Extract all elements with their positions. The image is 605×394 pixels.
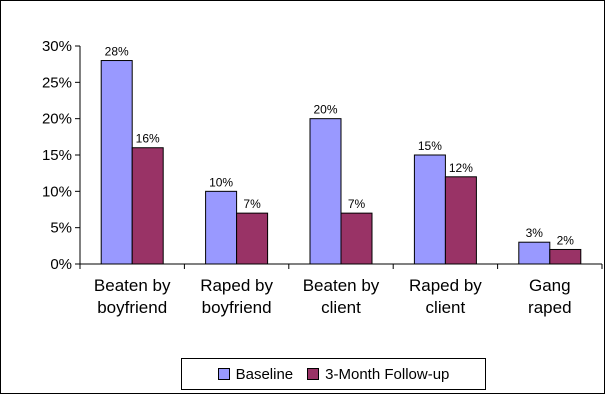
y-tick-label: 30% — [42, 38, 72, 55]
legend-item-follow-up: 3-Month Follow-up — [307, 366, 449, 383]
legend-swatch-follow-up — [307, 368, 320, 380]
x-category-label: Raped by boyfriend — [200, 276, 273, 317]
y-tick-label: 0% — [50, 256, 72, 273]
x-category-label-line: Beaten by — [94, 276, 171, 295]
data-label: 3% — [526, 226, 544, 240]
legend-label-baseline: Baseline — [235, 365, 294, 383]
data-label: 7% — [243, 197, 261, 211]
bar — [340, 212, 373, 265]
legend: Baseline 3-Month Follow-up — [181, 358, 486, 390]
x-category-label-line: Raped by — [200, 276, 273, 295]
data-label: 7% — [348, 197, 366, 211]
bar — [131, 147, 164, 265]
bar — [549, 248, 582, 265]
data-label: 2% — [557, 233, 575, 247]
x-category-label-line: boyfriend — [97, 298, 167, 317]
legend-swatch-baseline — [217, 368, 230, 380]
bar — [205, 190, 238, 265]
bar — [100, 60, 133, 265]
data-label: 20% — [313, 103, 337, 117]
data-label: 10% — [209, 175, 233, 189]
y-tick-label: 20% — [42, 111, 72, 128]
data-label: 12% — [449, 161, 473, 175]
legend-label-follow-up: 3-Month Follow-up — [325, 365, 450, 383]
x-category-label: Raped by client — [409, 276, 482, 317]
x-category-label-line: Raped by — [409, 276, 482, 295]
data-label: 16% — [136, 132, 160, 146]
x-category-label: Beaten by boyfriend — [94, 276, 171, 317]
y-tick-label: 5% — [50, 220, 72, 237]
bar — [518, 241, 551, 265]
x-category-label-line: client — [321, 298, 361, 317]
bar — [444, 176, 477, 265]
y-tick-label: 25% — [42, 74, 72, 91]
bar — [413, 154, 446, 265]
x-category-label-line: boyfriend — [202, 298, 272, 317]
y-tick-label: 10% — [42, 183, 72, 200]
data-label: 28% — [105, 45, 129, 59]
x-category-label-line: Gang — [529, 276, 571, 295]
x-category-label: Gang raped — [528, 276, 571, 317]
bar — [309, 118, 342, 265]
x-category-label-line: raped — [528, 298, 571, 317]
x-category-label-line: Beaten by — [303, 276, 380, 295]
y-tick-label: 15% — [42, 147, 72, 164]
x-category-label: Beaten by client — [303, 276, 380, 317]
x-category-label-line: client — [426, 298, 466, 317]
bar — [236, 212, 269, 265]
legend-item-baseline: Baseline — [217, 365, 294, 383]
data-label: 15% — [418, 139, 442, 153]
